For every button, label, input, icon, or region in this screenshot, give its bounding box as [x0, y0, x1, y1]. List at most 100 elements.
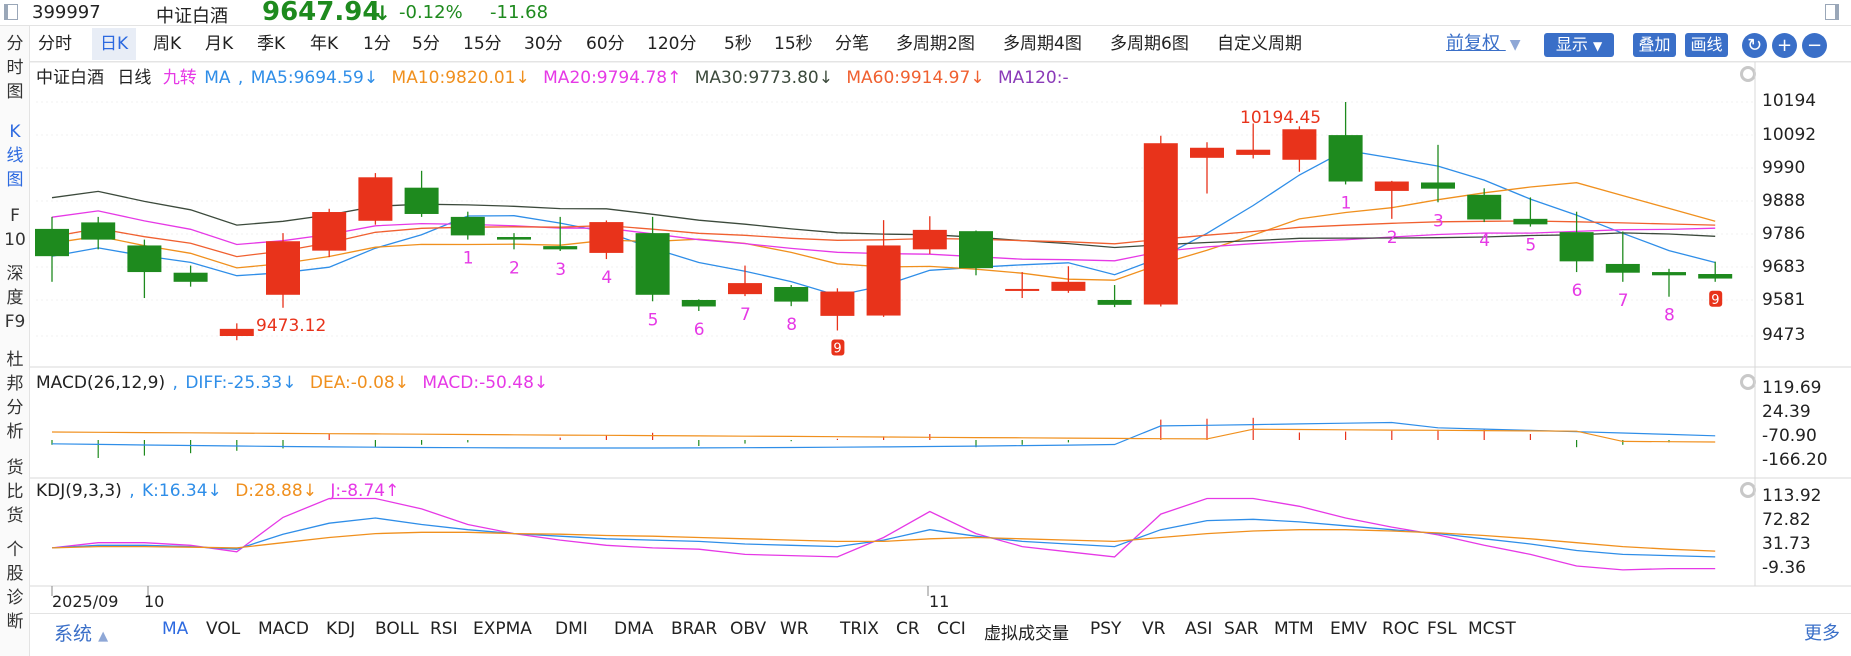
nine-turn-label: 6 — [694, 320, 705, 340]
nine-turn-label: 8 — [1664, 306, 1675, 326]
display-button[interactable]: 显示 ▼ — [1544, 33, 1614, 57]
tab-multi-4[interactable]: 多周期4图 — [1003, 34, 1082, 54]
panel-toggle-icon[interactable] — [4, 4, 18, 20]
nine-turn-label: 3 — [555, 260, 566, 280]
indicator-tab-cr[interactable]: CR — [896, 619, 920, 639]
tab-monthly-k[interactable]: 月K — [205, 34, 234, 54]
tab-yearly-k[interactable]: 年K — [310, 34, 339, 54]
indicator-tab-kdj[interactable]: KDJ — [326, 619, 356, 639]
tab-tick[interactable]: 分笔 — [835, 34, 869, 54]
tab-weekly-k[interactable]: 周K — [153, 34, 182, 54]
adjust-select[interactable]: 前复权 ▼ — [1446, 28, 1521, 60]
tab-5min[interactable]: 5分 — [412, 34, 440, 54]
tab-daily-k[interactable]: 日K — [92, 28, 137, 60]
indicator-tab-rsi[interactable]: RSI — [430, 619, 458, 639]
macd-panel — [51, 417, 1716, 458]
system-menu[interactable]: 系统 ▲ — [54, 619, 108, 646]
indicator-tab-brar[interactable]: BRAR — [671, 619, 718, 639]
indicator-toolbar: 系统 ▲ MA VOL MACD KDJ BOLL RSI EXPMA DMI DMA BRAR O… — [30, 613, 1851, 646]
indicator-tab-vr[interactable]: VR — [1142, 619, 1166, 639]
more-indicators-button[interactable]: 更多 — [1804, 623, 1840, 644]
legend-ma5: MA5:9694.59↓ — [250, 68, 379, 88]
axis-kdj-tick: -9.36 — [1762, 558, 1806, 578]
main-settings-gear-icon[interactable] — [1740, 66, 1756, 82]
tab-multi-6[interactable]: 多周期6图 — [1110, 34, 1189, 54]
indicator-tab-wr[interactable]: WR — [780, 619, 809, 639]
overlay-button[interactable]: 叠加 — [1633, 33, 1676, 57]
tab-15min[interactable]: 15分 — [463, 34, 502, 54]
nine-turn-label: 7 — [740, 305, 751, 325]
axis-kdj-tick: 113.92 — [1762, 486, 1822, 506]
axis-macd-tick: 24.39 — [1762, 402, 1811, 422]
sidebar-item-f9[interactable]: 深 度 F9 — [4, 264, 26, 332]
candle-body — [589, 222, 624, 253]
kdj-legend: KDJ(9,3,3) , K:16.34↓ D:28.88↓ J:-8.74↑ — [36, 481, 401, 501]
candle-body — [81, 222, 116, 240]
indicator-tab-虚拟成交量[interactable]: 虚拟成交量 — [984, 624, 1069, 644]
legend-ma[interactable]: MA — [204, 68, 231, 88]
sidebar-item-kline[interactable]: K 线 图 — [6, 122, 24, 190]
candles — [35, 102, 1733, 341]
indicator-tab-macd[interactable]: MACD — [258, 619, 309, 639]
kdj-title[interactable]: KDJ(9,3,3) — [36, 481, 122, 501]
nine-turn-label: 4 — [1479, 231, 1490, 251]
indicator-tab-dmi[interactable]: DMI — [555, 619, 588, 639]
right-panel-toggle-icon[interactable] — [1825, 4, 1839, 20]
indicator-tab-sar[interactable]: SAR — [1224, 619, 1259, 639]
candle-body — [173, 272, 208, 282]
indicator-tab-trix[interactable]: TRIX — [840, 619, 879, 639]
macd-title[interactable]: MACD(26,12,9) — [36, 373, 166, 393]
legend-period: 日线 — [117, 68, 152, 88]
sidebar-item-diagnosis[interactable]: 个 股 诊 断 — [6, 540, 24, 632]
sidebar-item-timeshare[interactable]: 分 时 图 — [6, 34, 24, 102]
sidebar-item-f10[interactable]: F 10 — [4, 206, 26, 250]
kdj-settings-gear-icon[interactable] — [1740, 482, 1756, 498]
legend-nine-turn[interactable]: 九转 — [162, 68, 197, 88]
tab-quarterly-k[interactable]: 季K — [257, 34, 286, 54]
ma60-line — [51, 220, 1716, 258]
indicator-tab-roc[interactable]: ROC — [1382, 619, 1420, 639]
ma5-line — [51, 149, 1716, 297]
indicator-tab-vol[interactable]: VOL — [206, 619, 241, 639]
candle-body — [35, 228, 69, 257]
tab-30min[interactable]: 30分 — [524, 34, 563, 54]
indicator-tab-emv[interactable]: EMV — [1330, 619, 1368, 639]
sidebar-item-dupont[interactable]: 杜 邦 分 析 — [6, 350, 24, 442]
indicator-tab-ma[interactable]: MA — [162, 619, 189, 639]
tab-60min[interactable]: 60分 — [586, 34, 625, 54]
sidebar-item-compare[interactable]: 货 比 货 — [6, 458, 24, 526]
indicator-tab-fsl[interactable]: FSL — [1427, 619, 1457, 639]
axis-macd-tick: -70.90 — [1762, 426, 1817, 446]
tab-15sec[interactable]: 15秒 — [774, 34, 813, 54]
tab-timeshare[interactable]: 分时 — [38, 34, 72, 54]
candle-body — [774, 286, 809, 302]
indicator-tab-psy[interactable]: PSY — [1090, 619, 1122, 639]
candle-body — [1143, 143, 1178, 305]
axis-price-tick: 9786 — [1762, 224, 1806, 244]
indicator-tab-obv[interactable]: OBV — [730, 619, 767, 639]
indicator-tab-dma[interactable]: DMA — [614, 619, 654, 639]
x-label-october: 10 — [144, 592, 165, 611]
indicator-tab-asi[interactable]: ASI — [1185, 619, 1213, 639]
tab-custom-period[interactable]: 自定义周期 — [1217, 34, 1302, 54]
macd-settings-gear-icon[interactable] — [1740, 374, 1756, 390]
indicator-tab-cci[interactable]: CCI — [937, 619, 966, 639]
chevron-up-icon: ▲ — [98, 629, 109, 644]
draw-line-button[interactable]: 画线 — [1685, 33, 1728, 57]
zoom-out-icon[interactable]: − — [1802, 33, 1827, 58]
tab-5sec[interactable]: 5秒 — [724, 34, 752, 54]
tab-multi-2[interactable]: 多周期2图 — [896, 34, 975, 54]
refresh-icon[interactable]: ↻ — [1742, 33, 1767, 58]
tab-1min[interactable]: 1分 — [363, 34, 391, 54]
zoom-in-icon[interactable]: + — [1772, 33, 1797, 58]
candle-body — [1005, 288, 1040, 291]
high-price-annotation: 10194.45 — [1240, 108, 1321, 128]
tab-120min[interactable]: 120分 — [647, 34, 697, 54]
indicator-tab-mtm[interactable]: MTM — [1274, 619, 1314, 639]
axis-price-tick: 9990 — [1762, 158, 1806, 178]
candle-body — [912, 229, 947, 250]
indicator-tab-mcst[interactable]: MCST — [1468, 619, 1516, 639]
indicator-tab-boll[interactable]: BOLL — [375, 619, 419, 639]
indicator-tab-expma[interactable]: EXPMA — [473, 619, 532, 639]
